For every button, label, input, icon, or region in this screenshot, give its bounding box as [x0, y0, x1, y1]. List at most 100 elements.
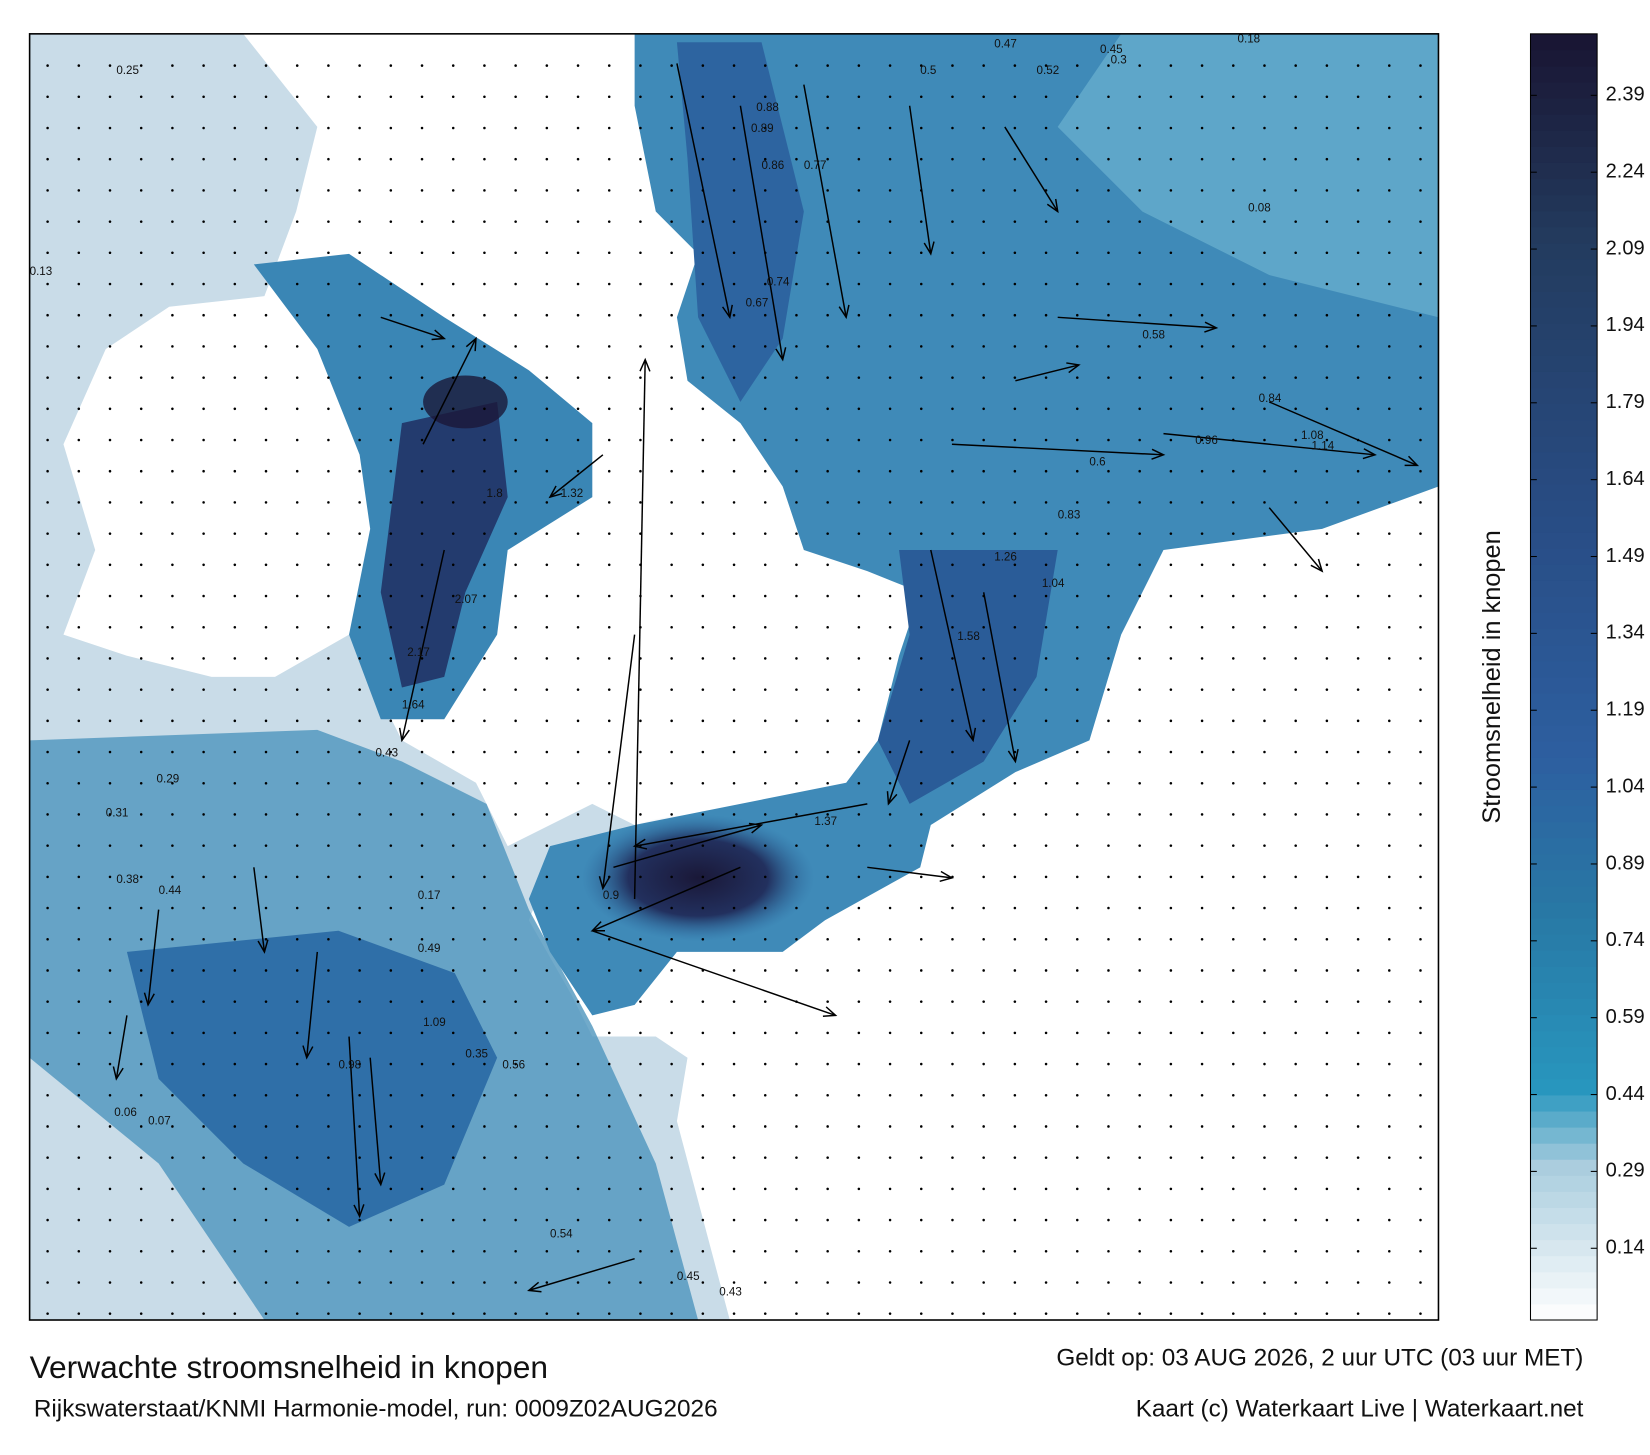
grid-dot [732, 1093, 736, 1097]
grid-dot [545, 313, 549, 317]
grid-dot [358, 376, 361, 379]
grid-dot [358, 594, 361, 598]
grid-dot [1138, 407, 1141, 411]
grid-dot [826, 313, 829, 317]
grid-dot [483, 688, 486, 691]
grid-dot [639, 1249, 642, 1253]
grid-dot [358, 1218, 361, 1222]
grid-dot [1044, 594, 1048, 598]
grid-dot [1419, 157, 1422, 161]
grid-dot [77, 1156, 81, 1159]
colorbar-band [1530, 419, 1598, 437]
grid-dot [171, 501, 174, 504]
grid-dot [795, 438, 798, 442]
grid-dot [1232, 813, 1235, 816]
grid-dot [46, 1281, 49, 1284]
grid-dot [1169, 345, 1173, 348]
grid-dot [701, 937, 705, 941]
grid-dot [1419, 189, 1422, 192]
grid-dot [1356, 1031, 1360, 1035]
colorbar-band [1530, 146, 1598, 163]
grid-dot [888, 625, 892, 629]
grid-dot [295, 875, 299, 879]
current-arrow [1268, 507, 1323, 572]
grid-dot [1169, 563, 1173, 567]
grid-dot [1044, 969, 1048, 972]
grid-dot [1388, 781, 1391, 785]
grid-dot [1138, 501, 1141, 504]
grid-dot [826, 532, 829, 535]
grid-dot [763, 64, 767, 67]
grid-dot [389, 1187, 393, 1191]
colorbar-band [1530, 998, 1598, 1016]
grid-dot [763, 1218, 767, 1222]
grid-dot [1044, 1249, 1048, 1253]
grid-dot [139, 781, 143, 785]
grid-dot [732, 501, 736, 504]
grid-dot [1325, 345, 1329, 348]
grid-dot [171, 126, 174, 130]
grid-dot [295, 345, 299, 348]
grid-dot [108, 313, 112, 317]
colorbar-band [1530, 789, 1598, 807]
grid-dot [295, 688, 299, 691]
grid-dot [1294, 1187, 1297, 1191]
colorbar-tick-label: 0.59 [1606, 1006, 1645, 1028]
grid-dot [1325, 282, 1329, 286]
grid-dot [327, 594, 330, 598]
speed-label: 0.5 [920, 64, 936, 77]
grid-dot [982, 469, 985, 473]
grid-dot [732, 781, 736, 785]
grid-dot [732, 1249, 736, 1253]
grid-dot [857, 64, 861, 67]
grid-dot [888, 1000, 892, 1003]
grid-dot [139, 1281, 143, 1284]
grid-dot [1200, 438, 1204, 442]
current-arrow [930, 549, 974, 741]
current-arrow [549, 454, 604, 498]
grid-dot [327, 1312, 330, 1315]
grid-dot [545, 1249, 549, 1253]
grid-dot [1356, 532, 1360, 535]
grid-dot [1169, 781, 1173, 785]
grid-dot [451, 1062, 455, 1066]
grid-dot [451, 1156, 455, 1159]
grid-dot [545, 594, 549, 598]
grid-dot [1388, 282, 1391, 286]
grid-dot [639, 813, 642, 816]
grid-dot [576, 1000, 580, 1003]
grid-dot [389, 501, 393, 504]
grid-dot [46, 657, 49, 660]
grid-dot [1263, 781, 1266, 785]
grid-dot [1200, 501, 1204, 504]
grid-dot [233, 64, 237, 67]
grid-dot [795, 95, 798, 99]
grid-dot [389, 719, 393, 723]
grid-dot [420, 189, 424, 192]
arrow-head [838, 304, 850, 320]
grid-dot [202, 251, 205, 255]
grid-dot [514, 1312, 517, 1315]
grid-dot [389, 157, 393, 161]
grid-dot [46, 1093, 49, 1097]
grid-dot [1232, 1218, 1235, 1222]
grid-dot [951, 657, 954, 660]
grid-dot [514, 844, 517, 847]
grid-dot [483, 313, 486, 317]
grid-dot [576, 781, 580, 785]
grid-dot [1232, 157, 1235, 161]
grid-dot [1044, 813, 1048, 816]
grid-dot [264, 1125, 268, 1128]
grid-dot [451, 157, 455, 161]
grid-dot [1294, 1093, 1297, 1097]
grid-dot [1232, 1125, 1235, 1128]
grid-dot [639, 126, 642, 130]
grid-dot [1138, 1000, 1141, 1003]
colorbar-band [1530, 323, 1598, 340]
grid-dot [888, 1093, 892, 1097]
grid-dot [1044, 532, 1048, 535]
grid-dot [46, 1187, 49, 1191]
grid-dot [171, 64, 174, 67]
grid-dot [919, 126, 923, 130]
grid-dot [1263, 657, 1266, 660]
